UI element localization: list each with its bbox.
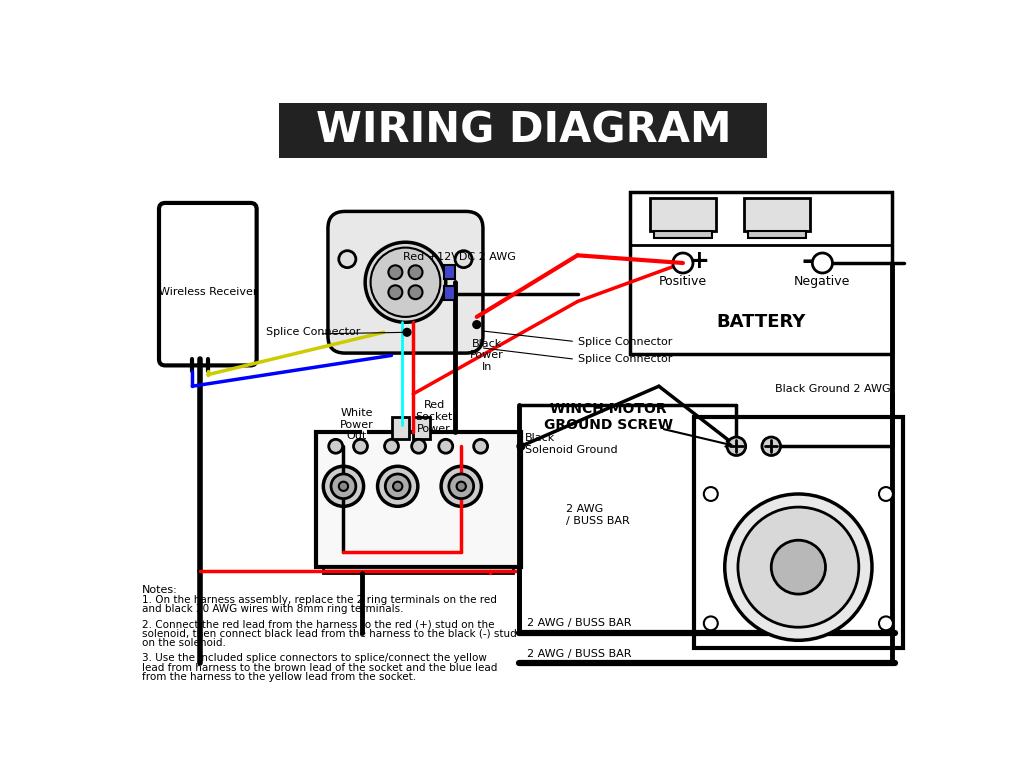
FancyBboxPatch shape — [328, 211, 483, 353]
Text: 3. Use the included splice connectors to splice/connect the yellow: 3. Use the included splice connectors to… — [142, 654, 486, 663]
Text: BATTERY: BATTERY — [717, 313, 806, 331]
Bar — [654, 231, 713, 238]
Text: White
Power
Out: White Power Out — [340, 408, 374, 441]
Bar — [693, 417, 903, 648]
Bar — [315, 432, 521, 567]
Text: 1. On the harness assembly, replace the 2 ring terminals on the red: 1. On the harness assembly, replace the … — [142, 595, 497, 604]
Bar — [744, 198, 810, 231]
Text: Splice Connector: Splice Connector — [578, 336, 672, 346]
Circle shape — [378, 466, 418, 506]
Circle shape — [762, 437, 780, 456]
Bar — [391, 417, 409, 438]
Circle shape — [771, 541, 825, 594]
Circle shape — [324, 466, 364, 506]
Circle shape — [738, 507, 859, 627]
Circle shape — [438, 439, 453, 453]
Text: lead from harness to the brown lead of the socket and the blue lead: lead from harness to the brown lead of t… — [142, 663, 498, 672]
Circle shape — [388, 265, 402, 279]
Text: solenoid, then connect black lead from the harness to the black (-) stud: solenoid, then connect black lead from t… — [142, 629, 517, 639]
Text: 2. Connect the red lead from the harness to the red (+) stud on the: 2. Connect the red lead from the harness… — [142, 619, 495, 629]
Circle shape — [388, 285, 402, 300]
Text: Black
Power
In: Black Power In — [470, 339, 504, 372]
Text: Black
Solenoid Ground: Black Solenoid Ground — [524, 433, 617, 455]
Text: Red +12VDC 2 AWG: Red +12VDC 2 AWG — [402, 252, 515, 262]
Circle shape — [727, 437, 745, 456]
Text: Red
Socket
Power: Red Socket Power — [416, 400, 453, 434]
Bar — [444, 265, 455, 279]
Text: +: + — [688, 250, 709, 274]
Circle shape — [449, 474, 474, 498]
Circle shape — [879, 616, 893, 630]
Circle shape — [703, 616, 718, 630]
Text: Negative: Negative — [795, 275, 851, 288]
Circle shape — [403, 328, 411, 336]
Circle shape — [339, 482, 348, 491]
Circle shape — [353, 439, 368, 453]
Circle shape — [455, 250, 472, 268]
Circle shape — [385, 474, 410, 498]
Circle shape — [371, 247, 440, 317]
Text: WIRING DIAGRAM: WIRING DIAGRAM — [315, 109, 731, 151]
Text: WINCH MOTOR
GROUND SCREW: WINCH MOTOR GROUND SCREW — [544, 402, 673, 432]
Text: on the solenoid.: on the solenoid. — [142, 638, 226, 648]
Text: from the harness to the yellow lead from the socket.: from the harness to the yellow lead from… — [142, 672, 416, 682]
Text: Wireless Receiver: Wireless Receiver — [159, 287, 257, 297]
Circle shape — [385, 439, 398, 453]
Circle shape — [409, 285, 423, 300]
Bar — [650, 198, 716, 231]
Circle shape — [517, 442, 524, 450]
Bar — [748, 231, 806, 238]
Text: 2 AWG / BUSS BAR: 2 AWG / BUSS BAR — [527, 649, 632, 659]
Text: -: - — [801, 247, 813, 275]
Circle shape — [457, 482, 466, 491]
Bar — [414, 417, 430, 438]
Bar — [280, 103, 767, 158]
Circle shape — [339, 250, 356, 268]
Text: Notes:: Notes: — [142, 585, 178, 595]
Circle shape — [441, 466, 481, 506]
Circle shape — [393, 482, 402, 491]
Circle shape — [366, 243, 445, 322]
Circle shape — [673, 253, 693, 273]
Text: and black 20 AWG wires with 8mm ring terminals.: and black 20 AWG wires with 8mm ring ter… — [142, 604, 403, 614]
Text: Black Ground 2 AWG: Black Ground 2 AWG — [775, 384, 891, 394]
Circle shape — [329, 439, 343, 453]
Circle shape — [412, 439, 426, 453]
Circle shape — [331, 474, 356, 498]
Text: 2 AWG
/ BUSS BAR: 2 AWG / BUSS BAR — [566, 504, 630, 526]
Text: Splice Connector: Splice Connector — [266, 328, 360, 337]
Circle shape — [473, 321, 480, 328]
Circle shape — [474, 439, 487, 453]
FancyBboxPatch shape — [159, 203, 257, 365]
Text: Positive: Positive — [658, 275, 707, 288]
Text: Splice Connector: Splice Connector — [578, 354, 672, 364]
Bar — [444, 286, 455, 300]
Circle shape — [725, 494, 872, 640]
Text: 2 AWG / BUSS BAR: 2 AWG / BUSS BAR — [527, 619, 632, 629]
Circle shape — [409, 265, 423, 279]
Circle shape — [879, 487, 893, 501]
Bar — [630, 192, 892, 354]
Circle shape — [703, 487, 718, 501]
Circle shape — [812, 253, 833, 273]
Bar — [324, 567, 513, 573]
